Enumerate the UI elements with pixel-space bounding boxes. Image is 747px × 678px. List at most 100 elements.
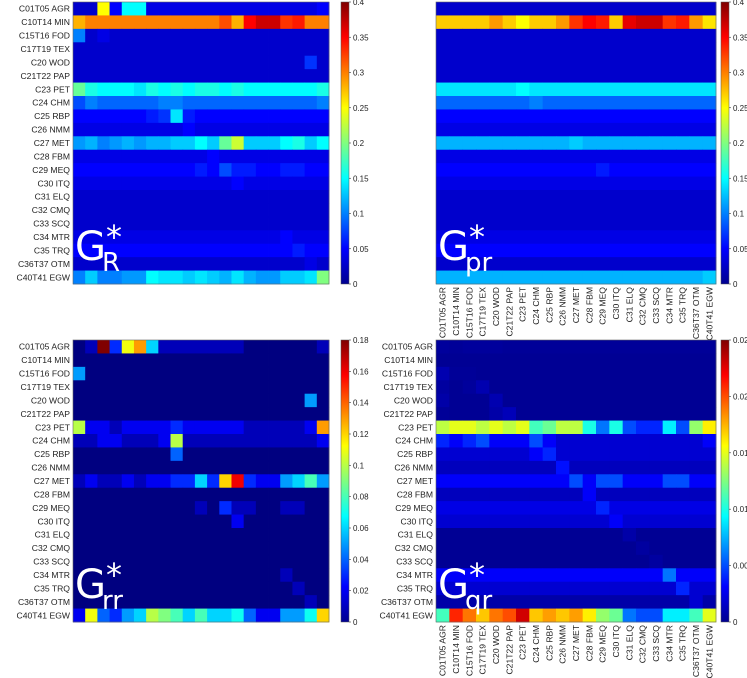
heatmap-cell: [73, 474, 86, 489]
column-label: C20 WOD: [491, 625, 501, 664]
heatmap-cell: [243, 447, 257, 462]
heatmap-cell: [542, 176, 557, 191]
heatmap-cell: [146, 541, 159, 556]
heatmap-cell: [194, 434, 208, 448]
heatmap-cell: [304, 366, 318, 381]
heatmap-cell: [243, 136, 257, 151]
heatmap-cell: [622, 487, 637, 502]
heatmap-cell: [158, 136, 171, 151]
heatmap-cell: [280, 15, 293, 30]
heatmap-cell: [133, 15, 147, 30]
heatmap-cell: [207, 420, 220, 435]
heatmap-cell: [194, 230, 208, 245]
row-label: C33 SCQ: [33, 557, 70, 567]
heatmap-cell: [207, 541, 220, 556]
heatmap-cell: [146, 109, 159, 124]
heatmap-cell: [516, 2, 530, 16]
heatmap-cell: [231, 109, 245, 124]
heatmap-cell: [109, 136, 123, 151]
heatmap-cell: [182, 230, 196, 245]
heatmap-cell: [219, 122, 232, 137]
heatmap-cell: [109, 340, 123, 354]
heatmap-cell: [436, 230, 450, 245]
row-label: C30 ITQ: [38, 516, 71, 526]
heatmap-cell: [702, 270, 717, 285]
heatmap-cell: [194, 608, 208, 623]
heatmap-cell: [609, 203, 624, 218]
heatmap-cell: [489, 460, 504, 475]
heatmap-cell: [582, 340, 597, 354]
heatmap-cell: [170, 216, 184, 231]
heatmap-cell: [676, 528, 690, 542]
heatmap-cell: [556, 270, 570, 285]
heatmap-cell: [516, 407, 530, 421]
heatmap-cell: [516, 243, 530, 258]
heatmap-cell: [489, 28, 504, 43]
heatmap-cell: [316, 109, 330, 124]
heatmap-cell: [676, 340, 690, 354]
heatmap-cell: [689, 460, 704, 475]
row-label: C23 PET: [35, 422, 71, 432]
heatmap-cell: [582, 42, 597, 57]
heatmap-cell: [542, 190, 557, 204]
heatmap-cell: [502, 216, 517, 231]
heatmap-cell: [556, 434, 570, 448]
heatmap-cell: [133, 474, 147, 489]
heatmap-cell: [569, 203, 584, 218]
heatmap-cell: [219, 28, 232, 43]
heatmap-cell: [502, 407, 517, 421]
row-label: C29 MEQ: [32, 503, 70, 513]
heatmap-cell: [121, 42, 135, 57]
column-label: C28 FBM: [584, 287, 594, 323]
heatmap-cell: [219, 216, 232, 231]
heatmap-cell: [280, 243, 293, 258]
heatmap-cell: [207, 42, 220, 57]
heatmap-cell: [121, 407, 135, 421]
heatmap-cell: [622, 554, 637, 569]
heatmap-cell: [268, 96, 281, 110]
heatmap-cell: [462, 28, 477, 43]
heatmap-cell: [182, 270, 196, 285]
heatmap-cell: [542, 541, 557, 556]
heatmap-cell: [85, 109, 98, 124]
heatmap-cell: [649, 69, 664, 83]
heatmap-cell: [97, 420, 110, 435]
heatmap-cell: [304, 96, 318, 110]
heatmap-cell: [462, 541, 477, 556]
row-label: C30 ITQ: [401, 516, 434, 526]
heatmap-cell: [146, 447, 159, 462]
heatmap-cell: [121, 270, 135, 285]
heatmap-cell: [109, 96, 123, 110]
heatmap-cell: [462, 380, 477, 395]
heatmap-cell: [182, 109, 196, 124]
heatmap-cell: [280, 595, 293, 609]
heatmap-cell: [182, 203, 196, 218]
heatmap-cell: [316, 393, 330, 408]
heatmap-cell: [676, 541, 690, 556]
heatmap-cell: [85, 568, 98, 583]
heatmap-cell: [676, 595, 690, 609]
heatmap-cell: [489, 69, 504, 83]
heatmap-cell: [542, 42, 557, 57]
heatmap-cell: [231, 15, 245, 30]
heatmap-cell: [268, 528, 281, 542]
heatmap-cell: [243, 595, 257, 609]
heatmap-cell: [529, 69, 544, 83]
heatmap-cell: [702, 28, 717, 43]
heatmap-cell: [476, 176, 490, 191]
heatmap-cell: [133, 608, 147, 623]
heatmap-cell: [219, 581, 232, 596]
heatmap-cell: [596, 15, 610, 30]
heatmap-cell: [182, 380, 196, 395]
heatmap-cell: [243, 608, 257, 623]
heatmap-cell: [109, 122, 123, 137]
heatmap-cell: [219, 541, 232, 556]
heatmap-cell: [462, 353, 477, 368]
row-label: C36T37 OTM: [18, 597, 70, 607]
heatmap-cell: [556, 216, 570, 231]
heatmap-cell: [268, 176, 281, 191]
heatmap-cell: [689, 69, 704, 83]
heatmap-cell: [662, 474, 677, 489]
heatmap-cell: [97, 257, 110, 271]
heatmap-cell: [231, 514, 245, 529]
